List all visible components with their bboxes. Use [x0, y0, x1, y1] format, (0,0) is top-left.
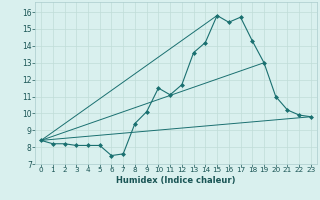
X-axis label: Humidex (Indice chaleur): Humidex (Indice chaleur) [116, 176, 236, 185]
